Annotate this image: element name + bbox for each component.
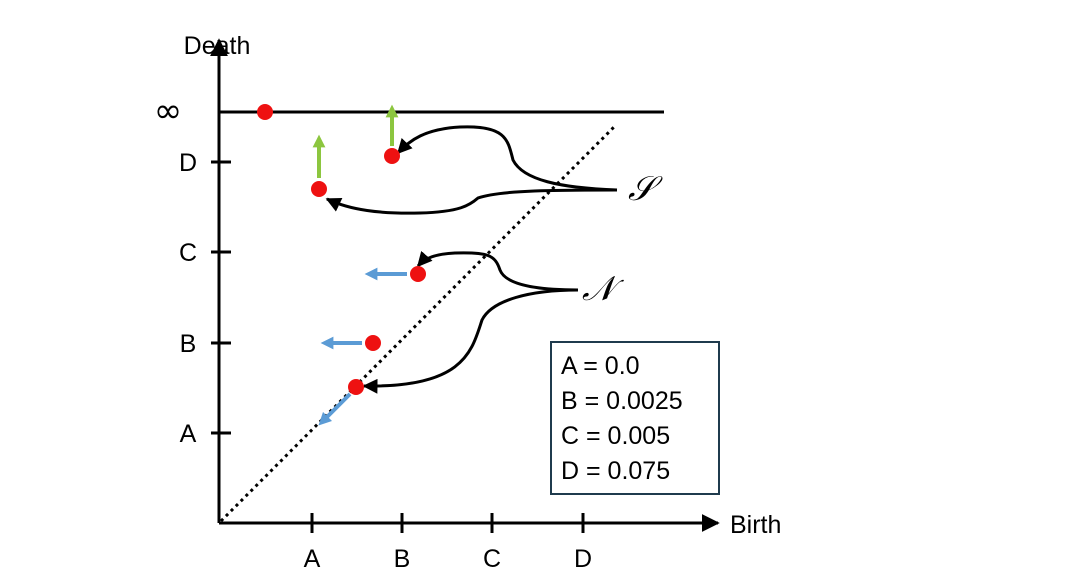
x-tick-label-a: A: [304, 545, 321, 573]
legend-entry-b: B = 0.0025: [561, 387, 683, 415]
point-n-2: [365, 335, 381, 351]
infinity-label: ∞: [154, 91, 182, 131]
point-s-2: [311, 181, 327, 197]
legend-entry-a: A = 0.0: [561, 352, 640, 380]
legend-entry-c: C = 0.005: [561, 422, 670, 450]
s-bracket-lower-curve: [325, 188, 618, 215]
legend-box: [550, 341, 720, 495]
point-diagonal: [348, 379, 364, 395]
y-tick-label-d: D: [179, 149, 197, 177]
point-n-1: [410, 266, 426, 282]
x-tick-label-b: B: [394, 545, 411, 573]
n-group-label: 𝒩: [582, 269, 625, 309]
n-bracket-lower-curve: [362, 288, 579, 394]
x-tick-label-c: C: [483, 545, 501, 573]
diagonal-line: [219, 125, 616, 523]
legend-entry-d: D = 0.075: [561, 457, 670, 485]
point-infinity: [257, 104, 273, 120]
s-group-label: 𝒮: [628, 169, 663, 209]
n-bracket-upper-curve: [416, 250, 579, 292]
y-axis-title: Death: [184, 32, 251, 60]
y-tick-label-a: A: [180, 420, 197, 448]
y-tick-label-c: C: [179, 239, 197, 267]
legend: A = 0.0 B = 0.0025 C = 0.005 D = 0.075: [550, 341, 720, 495]
diagonal-down-arrow: [318, 392, 352, 426]
y-tick-label-b: B: [180, 330, 197, 358]
x-axis-title: Birth: [730, 511, 781, 539]
x-tick-label-d: D: [574, 545, 592, 573]
point-s-1: [384, 148, 400, 164]
s-bracket-upper-curve: [396, 125, 618, 192]
